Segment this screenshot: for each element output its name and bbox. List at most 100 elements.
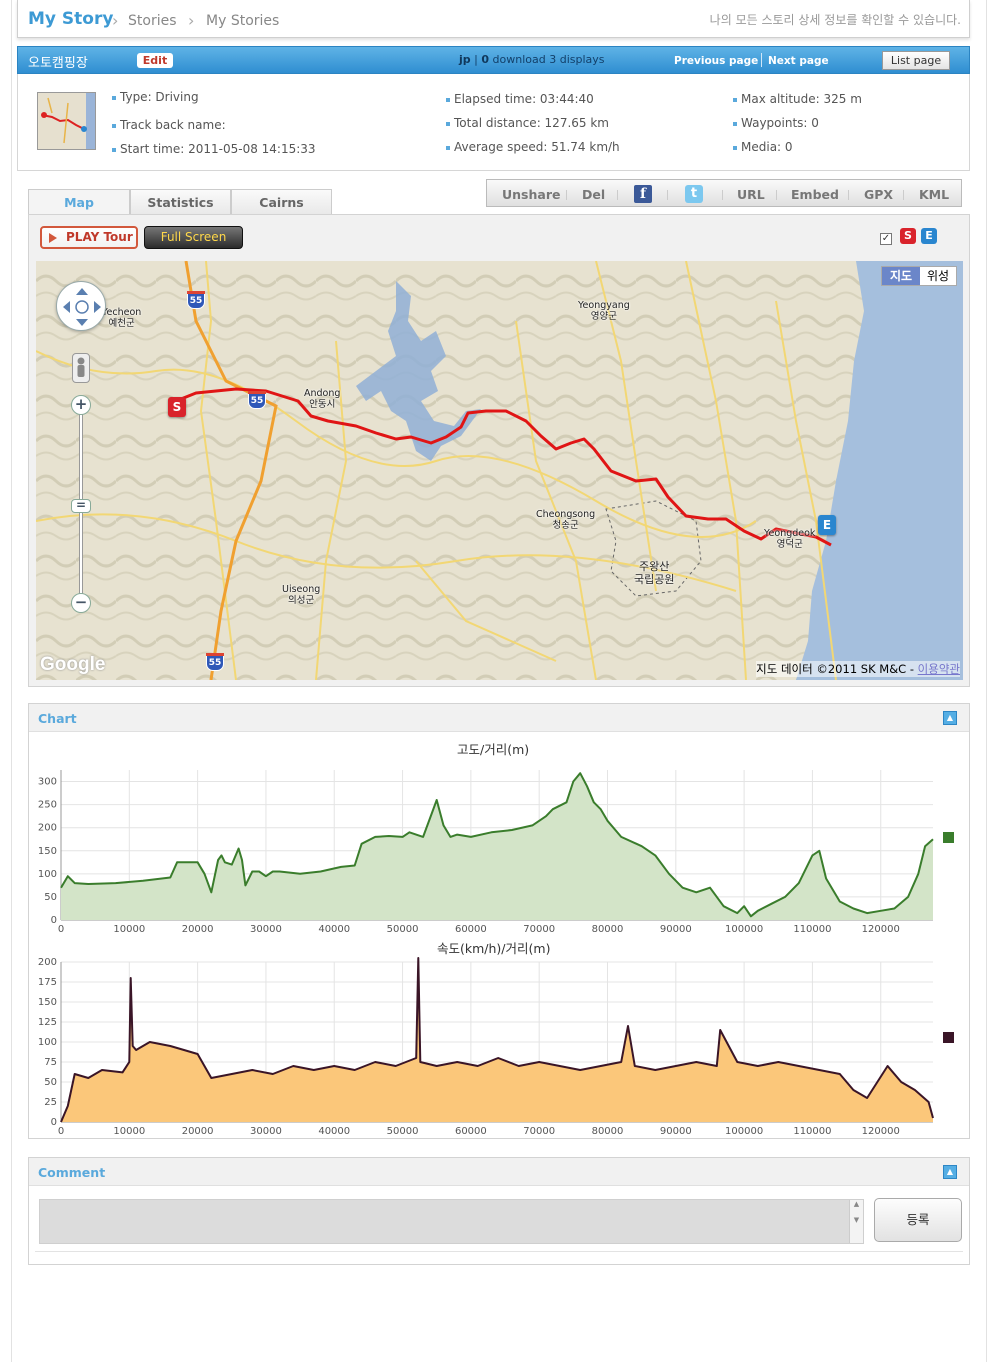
map-label-yeongyang: Yeongyang 영양군	[578, 300, 630, 322]
speed-x-tick: 70000	[523, 1126, 555, 1137]
story-user[interactable]: jp	[459, 53, 471, 66]
show-markers-checkbox[interactable]: ✓	[880, 233, 892, 245]
action-divider	[848, 190, 849, 200]
comment-scrollbar[interactable]: ▲ ▼	[849, 1200, 863, 1243]
facebook-icon[interactable]: f	[634, 185, 652, 203]
speed-chart-title: 속도(km/h)/거리(m)	[437, 941, 551, 956]
altitude-y-tick: 250	[38, 800, 57, 811]
altitude-x-tick: 30000	[250, 924, 282, 935]
play-tour-label: PLAY Tour	[66, 230, 133, 244]
speed-x-tick: 20000	[182, 1126, 214, 1137]
speed-y-tick: 175	[38, 977, 57, 988]
route-map[interactable]: Yecheon 예천군 Andong 안동시 Yeongyang 영양군 Cheong…	[36, 261, 963, 680]
tab-statistics[interactable]: Statistics	[130, 189, 231, 214]
action-divider	[776, 190, 777, 200]
altitude-x-tick: 90000	[660, 924, 692, 935]
street-view-pegman-icon[interactable]	[72, 353, 90, 383]
speed-area	[61, 958, 933, 1122]
download-label: download	[492, 53, 546, 66]
url-button[interactable]: URL	[737, 187, 765, 202]
speed-x-tick: 90000	[660, 1126, 692, 1137]
delete-button[interactable]: Del	[582, 187, 606, 202]
altitude-x-tick: 20000	[182, 924, 214, 935]
altitude-x-tick: 110000	[793, 924, 831, 935]
page-frame	[11, 0, 987, 1362]
gpx-button[interactable]: GPX	[864, 187, 894, 202]
zoom-slider-handle[interactable]: =	[71, 499, 91, 513]
map-type-satellite[interactable]: 위성	[926, 269, 950, 283]
action-divider	[903, 190, 904, 200]
google-logo: Google	[40, 654, 106, 675]
tab-cairns[interactable]: Cairns	[231, 189, 332, 214]
altitude-x-tick: 80000	[592, 924, 624, 935]
breadcrumb-my-stories[interactable]: My Stories	[206, 13, 280, 29]
chart-panel-header: Chart ▲	[29, 704, 969, 732]
breadcrumb-stories[interactable]: Stories	[128, 13, 177, 29]
altitude-x-tick: 50000	[387, 924, 419, 935]
kml-button[interactable]: KML	[919, 187, 950, 202]
action-divider	[667, 190, 668, 200]
map-label-yecheon: Yecheon 예천군	[102, 307, 142, 329]
next-page-link[interactable]: Next page	[768, 55, 829, 67]
altitude-y-tick: 200	[38, 823, 57, 834]
unshare-button[interactable]: Unshare	[502, 187, 561, 202]
track-info: Type: Driving Track back name: Start tim…	[17, 74, 970, 171]
map-label-andong: Andong 안동시	[304, 388, 341, 410]
comment-divider	[35, 1251, 963, 1252]
pan-arrows-icon	[63, 288, 101, 326]
comment-panel-title: Comment	[38, 1165, 106, 1180]
track-type: Type: Driving	[112, 90, 199, 104]
map-type-toggle: 지도 위성	[881, 266, 957, 286]
track-thumbnail[interactable]	[37, 92, 96, 150]
altitude-legend-swatch	[943, 832, 954, 843]
play-tour-button[interactable]: PLAY Tour	[40, 226, 138, 249]
zoom-out-button[interactable]: −	[71, 593, 91, 613]
collapse-icon[interactable]: ▲	[943, 1165, 957, 1179]
speed-y-tick: 50	[44, 1077, 57, 1088]
end-marker-toggle[interactable]: E	[921, 228, 937, 244]
collapse-icon[interactable]: ▲	[943, 711, 957, 725]
page-title[interactable]: My Story	[28, 9, 114, 29]
altitude-x-tick: 120000	[862, 924, 900, 935]
altitude-x-tick: 40000	[318, 924, 350, 935]
download-count: 0	[481, 53, 490, 66]
page-header: My Story › Stories › My Stories 나의 모든 스토…	[17, 0, 970, 38]
altitude-x-tick: 10000	[113, 924, 145, 935]
comment-textarea[interactable]: ▲ ▼	[39, 1199, 864, 1244]
speed-series-line	[60, 957, 934, 1123]
speed-y-tick: 0	[51, 1117, 57, 1128]
twitter-icon[interactable]: t	[685, 185, 703, 203]
map-label-cheongsong: Cheongsong 청송군	[536, 509, 596, 531]
nav-divider	[761, 53, 762, 67]
altitude-x-tick: 60000	[455, 924, 487, 935]
start-time: Start time: 2011-05-08 14:15:33	[112, 142, 316, 156]
submit-comment-button[interactable]: 등록	[874, 1198, 962, 1242]
media-count: Media: 0	[733, 140, 793, 154]
altitude-area	[61, 773, 933, 920]
comment-panel-header: Comment ▲	[29, 1158, 969, 1186]
end-pin-icon[interactable]: E	[818, 515, 836, 535]
terms-link[interactable]: 이용약관	[917, 662, 960, 676]
altitude-y-tick: 100	[38, 869, 57, 880]
speed-y-tick: 100	[38, 1037, 57, 1048]
map-type-road[interactable]: 지도	[882, 267, 920, 285]
embed-button[interactable]: Embed	[791, 187, 839, 202]
start-marker-toggle[interactable]: S	[900, 228, 916, 244]
speed-x-tick: 120000	[862, 1126, 900, 1137]
previous-page-link[interactable]: Previous page	[674, 55, 759, 67]
map-terrain	[36, 261, 963, 680]
start-pin-icon[interactable]: S	[168, 397, 186, 417]
max-altitude: Max altitude: 325 m	[733, 92, 862, 106]
altitude-y-tick: 50	[44, 892, 57, 903]
speed-x-tick: 110000	[793, 1126, 831, 1137]
zoom-in-button[interactable]: +	[71, 395, 91, 415]
edit-button[interactable]: Edit	[137, 53, 173, 68]
pan-control-icon[interactable]	[56, 281, 106, 331]
map-copyright: 지도 데이터 ©2011 SK M&C - 이용약관	[756, 661, 960, 677]
altitude-y-tick: 300	[38, 777, 57, 788]
tab-map[interactable]: Map	[28, 189, 130, 215]
altitude-x-tick: 0	[58, 924, 64, 935]
list-page-button[interactable]: List page	[882, 51, 950, 70]
full-screen-button[interactable]: Full Screen	[144, 226, 243, 249]
chart-panel-title: Chart	[38, 711, 77, 726]
